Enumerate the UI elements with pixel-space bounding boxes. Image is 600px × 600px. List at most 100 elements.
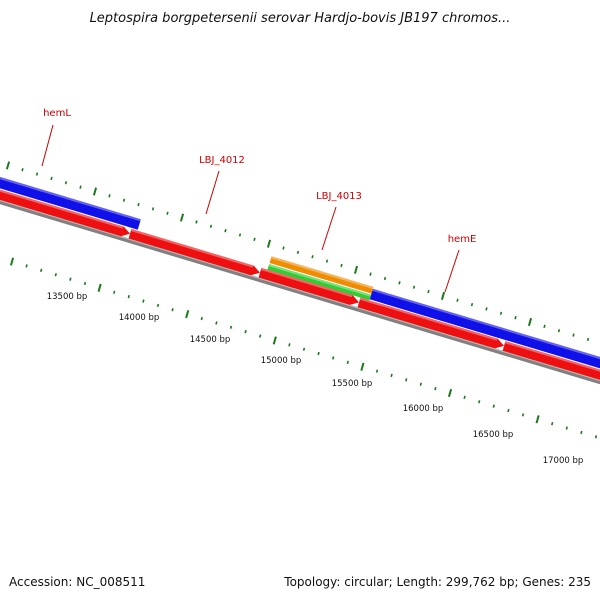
callout-line-LBJ_4013 xyxy=(321,206,337,251)
upper-tick-tick xyxy=(398,281,401,285)
upper-tick-tick xyxy=(92,187,98,196)
lower-tick-tick xyxy=(288,343,291,347)
scale-label: 15000 bp xyxy=(261,356,302,366)
upper-tick-tick xyxy=(572,333,575,337)
lower-tick-tick xyxy=(259,334,262,338)
lower-tick-tick xyxy=(302,347,306,351)
gene-hemE xyxy=(369,288,600,369)
callout-line-hemL xyxy=(41,124,54,167)
lower-tick-tick xyxy=(272,336,277,345)
upper-tick-tick xyxy=(64,181,68,185)
gene-label-LBJ_4013: LBJ_4013 xyxy=(316,191,362,202)
gene-label-hemE: hemE xyxy=(448,234,477,245)
upper-tick-tick xyxy=(35,172,39,176)
upper-tick-tick xyxy=(224,228,227,233)
upper-tick-tick xyxy=(266,239,272,248)
lower-tick-tick xyxy=(521,413,525,417)
lower-tick-tick xyxy=(507,408,510,413)
upper-tick-tick xyxy=(296,250,300,255)
gene-red-5-highlight xyxy=(504,341,600,372)
upper-tick-tick xyxy=(238,233,242,237)
lower-tick-tick xyxy=(463,395,466,400)
lower-tick-tick xyxy=(229,325,233,329)
gene-LBJ_4013-green xyxy=(267,264,372,301)
gene-LBJ_4013-orange xyxy=(269,256,374,294)
label-layer: hemL LBJ_4012 LBJ_4013 hemE xyxy=(41,108,477,293)
lower-tick-tick xyxy=(40,268,43,273)
gene-red-1-highlight xyxy=(0,189,124,229)
gene-hemL-highlight xyxy=(0,176,141,222)
gene-red-4 xyxy=(357,297,504,349)
upper-tick-tick xyxy=(151,207,155,211)
backbone-layer xyxy=(0,199,600,385)
lower-tick-tick xyxy=(375,369,379,373)
upper-tick-tick xyxy=(383,276,387,281)
scale-label: 15500 bp xyxy=(332,379,373,389)
lower-tick-tick xyxy=(156,303,160,308)
lower-tick-tick xyxy=(54,273,57,277)
map-title: Leptospira borgpetersenii serovar Hardjo… xyxy=(89,11,511,26)
gene-red-3 xyxy=(258,267,359,305)
upper-tick-tick xyxy=(514,315,517,320)
upper-tick-tick xyxy=(369,272,372,276)
upper-tick-tick xyxy=(50,176,53,181)
upper-tick-tick xyxy=(122,198,126,202)
upper-tick-tick xyxy=(311,255,314,259)
gene-hemE-highlight xyxy=(372,288,600,360)
upper-tick-tick xyxy=(325,259,329,263)
lower-tick-tick xyxy=(360,362,365,371)
upper-tick-tick xyxy=(527,317,533,327)
gene-hemL xyxy=(0,176,141,230)
upper-tick-tick xyxy=(353,265,359,274)
upper-tick-tick xyxy=(499,311,503,315)
lower-tick-tick xyxy=(127,294,130,299)
lower-tick-tick xyxy=(565,426,568,430)
lower-tick-tick xyxy=(171,308,174,312)
lower-tick-tick xyxy=(478,400,481,404)
upper-tick-tick xyxy=(557,329,561,333)
scale-label: 14500 bp xyxy=(190,335,231,345)
upper-tick-tick xyxy=(108,194,111,198)
gene-label-hemL: hemL xyxy=(43,108,71,119)
upper-tick-tick xyxy=(543,324,546,329)
lower-tick-tick xyxy=(215,321,218,325)
gene-LBJ_4012-highlight xyxy=(130,228,254,268)
lower-tick-tick xyxy=(535,415,540,424)
scale-label: 17000 bp xyxy=(543,456,584,466)
lower-tick-tick xyxy=(419,382,422,386)
lower-tick-tick xyxy=(492,404,495,408)
feature-layer xyxy=(0,176,600,380)
backbone-highlight xyxy=(0,199,600,382)
scale-label: 14000 bp xyxy=(119,313,160,323)
upper-tick-tick xyxy=(456,298,459,302)
accession-label: Accession: NC_008511 xyxy=(9,575,146,589)
lower-tick-tick xyxy=(142,299,145,303)
upper-tick-tick xyxy=(79,185,82,189)
lower-tick-tick xyxy=(447,388,453,398)
lower-tick-tick xyxy=(244,329,247,334)
scale-label: 16000 bp xyxy=(403,404,444,414)
callout-line-hemE xyxy=(444,249,460,293)
lower-tick-tick xyxy=(185,310,190,319)
lower-tick-tick xyxy=(25,264,28,268)
gene-label-LBJ_4012: LBJ_4012 xyxy=(199,155,245,166)
lower-tick-tick xyxy=(390,373,393,378)
upper-tick-tick xyxy=(166,211,169,215)
lower-tick-tick xyxy=(200,316,203,321)
gene-red-4-highlight xyxy=(359,297,498,341)
gene-red-3-highlight xyxy=(260,267,353,298)
upper-tick-tick xyxy=(427,289,430,294)
topology-stats: Topology: circular; Length: 299,762 bp; … xyxy=(284,575,591,589)
upper-tick-tick xyxy=(5,161,11,170)
upper-tick-tick xyxy=(282,246,285,250)
lower-tick-tick xyxy=(9,257,15,266)
tick-marks xyxy=(5,161,598,439)
lower-tick-tick xyxy=(434,386,437,391)
callout-line-LBJ_4012 xyxy=(205,170,220,215)
lower-tick-tick xyxy=(69,277,72,281)
upper-tick-tick xyxy=(412,285,416,289)
lower-tick-tick xyxy=(317,351,320,356)
upper-tick-tick xyxy=(340,263,343,268)
